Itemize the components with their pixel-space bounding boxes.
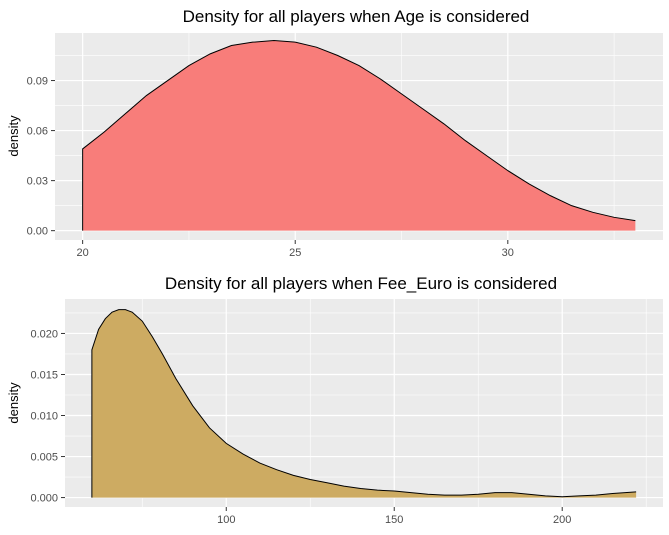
x-axis: 20 25 30 — [77, 240, 514, 259]
x-tick-label: 25 — [289, 247, 301, 259]
chart-title: Density for all players when Age is cons… — [183, 7, 530, 26]
y-tick-label: 0.020 — [30, 328, 58, 340]
y-tick-label: 0.00 — [27, 226, 48, 238]
y-tick-label: 0.005 — [30, 452, 58, 464]
density-line — [91, 309, 637, 498]
chart-title: Density for all players when Fee_Euro is… — [165, 274, 557, 293]
y-axis: 0.00 0.03 0.06 0.09 — [27, 76, 55, 238]
x-axis: 100 150 200 — [217, 507, 571, 526]
density-area — [91, 309, 637, 498]
y-tick-label: 0.015 — [30, 369, 58, 381]
y-axis-label: density — [6, 382, 21, 424]
x-tick-label: 20 — [77, 247, 89, 259]
y-axis: 0.000 0.005 0.010 0.015 0.020 — [30, 328, 65, 505]
y-tick-label: 0.06 — [27, 126, 48, 138]
density-line — [82, 40, 636, 231]
fee-density-chart: Density for all players when Fee_Euro is… — [6, 274, 663, 526]
y-tick-label: 0.000 — [30, 493, 58, 505]
y-tick-label: 0.03 — [27, 176, 48, 188]
x-tick-label: 30 — [502, 247, 514, 259]
density-area — [82, 40, 636, 231]
x-tick-label: 150 — [385, 514, 403, 526]
y-axis-label: density — [6, 115, 21, 157]
y-tick-label: 0.09 — [27, 76, 48, 88]
x-tick-label: 200 — [553, 514, 571, 526]
y-tick-label: 0.010 — [30, 411, 58, 423]
age-density-chart: Density for all players when Age is cons… — [6, 7, 663, 259]
x-tick-label: 100 — [217, 514, 235, 526]
